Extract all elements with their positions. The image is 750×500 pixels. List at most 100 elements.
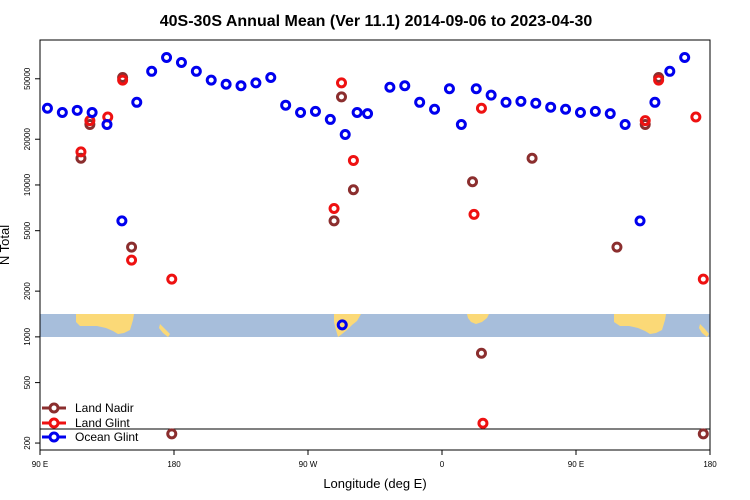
point-land-nadir — [84, 119, 96, 131]
point-ocean-glint — [634, 215, 646, 227]
point-land-nadir — [526, 152, 538, 164]
y-tick-label: 5000 — [23, 221, 32, 239]
point-ocean-glint — [146, 65, 158, 77]
point-ocean-glint — [280, 99, 292, 111]
point-ocean-glint — [399, 80, 411, 92]
y-tick-label: 200 — [23, 436, 32, 450]
x-tick-label: 180 — [703, 460, 717, 469]
land-new-zealand-repeat — [699, 324, 709, 337]
point-ocean-glint — [161, 52, 173, 64]
y-tick-label: 1000 — [23, 327, 32, 345]
legend-item-ocean-glint: Ocean Glint — [42, 430, 139, 444]
point-ocean-glint — [530, 97, 542, 109]
point-land-glint — [328, 202, 340, 214]
map-strip — [40, 314, 710, 337]
point-land-nadir — [126, 241, 138, 253]
land-australia — [76, 314, 134, 334]
point-ocean-glint — [175, 56, 187, 68]
chart-title: 40S-30S Annual Mean (Ver 11.1) 2014-09-0… — [160, 13, 593, 30]
point-ocean-glint — [339, 128, 351, 140]
point-ocean-glint — [86, 106, 98, 118]
point-land-glint — [477, 417, 489, 429]
point-land-nadir — [166, 428, 178, 440]
land-australia-repeat — [614, 314, 666, 334]
point-ocean-glint — [362, 108, 374, 120]
y-tick-label: 20000 — [23, 128, 32, 151]
point-land-glint — [475, 102, 487, 114]
point-ocean-glint — [131, 96, 143, 108]
point-ocean-glint — [336, 319, 348, 331]
y-tick-label: 50000 — [23, 67, 32, 90]
legend-item-land-glint: Land Glint — [42, 416, 130, 430]
legend-marker-ocean-glint — [48, 431, 60, 443]
point-ocean-glint — [649, 96, 661, 108]
point-ocean-glint — [205, 74, 217, 86]
point-ocean-glint — [295, 106, 307, 118]
y-tick-label: 2000 — [23, 282, 32, 300]
plot-frame — [39, 39, 711, 451]
point-ocean-glint — [574, 106, 586, 118]
x-tick-label: 90 E — [32, 460, 48, 469]
point-land-glint — [653, 74, 665, 86]
point-land-nadir — [611, 241, 623, 253]
point-land-nadir — [75, 152, 87, 164]
point-ocean-glint — [56, 106, 68, 118]
legend-marker-land-nadir — [48, 402, 60, 414]
y-tick-label: 500 — [23, 375, 32, 389]
y-axis: 200 500 1000 2000 5000 10000 20000 50000 — [23, 67, 40, 450]
point-land-nadir — [639, 119, 651, 131]
point-land-glint — [126, 254, 138, 266]
point-land-nadir — [347, 184, 359, 196]
point-ocean-glint — [250, 77, 262, 89]
point-ocean-glint — [545, 101, 557, 113]
point-ocean-glint — [116, 215, 128, 227]
point-ocean-glint — [470, 83, 482, 95]
point-land-glint — [639, 115, 651, 127]
point-ocean-glint — [560, 103, 572, 115]
point-ocean-glint — [101, 119, 113, 131]
point-land-nadir — [328, 215, 340, 227]
x-tick-label: 0 — [440, 460, 445, 469]
point-land-nadir — [336, 91, 347, 103]
legend-label-land-glint: Land Glint — [75, 416, 130, 430]
point-ocean-glint — [235, 80, 247, 92]
data-points — [41, 52, 709, 440]
x-tick-label: 90 W — [299, 460, 318, 469]
x-axis-label: Longitude (deg E) — [323, 476, 426, 491]
point-ocean-glint — [220, 78, 232, 90]
x-tick-label: 90 E — [568, 460, 584, 469]
point-ocean-glint — [309, 105, 321, 117]
point-land-nadir — [697, 428, 709, 440]
point-ocean-glint — [485, 89, 497, 101]
point-ocean-glint — [679, 52, 691, 64]
point-ocean-glint — [604, 108, 616, 120]
point-ocean-glint — [589, 105, 601, 117]
point-land-glint — [690, 111, 702, 123]
legend-label-land-nadir: Land Nadir — [75, 401, 134, 415]
legend-label-ocean-glint: Ocean Glint — [75, 430, 139, 444]
y-axis-label: N Total — [0, 225, 12, 265]
point-land-glint — [697, 273, 709, 285]
point-land-glint — [468, 208, 480, 220]
land-south-africa — [467, 314, 489, 324]
point-land-glint — [166, 273, 178, 285]
x-tick-label: 180 — [167, 460, 181, 469]
point-ocean-glint — [443, 83, 455, 95]
point-land-glint — [117, 74, 129, 86]
ocean-background — [40, 314, 710, 337]
point-ocean-glint — [324, 113, 336, 125]
point-ocean-glint — [71, 104, 83, 116]
land-new-zealand — [159, 324, 170, 337]
point-ocean-glint — [455, 119, 467, 131]
point-ocean-glint — [265, 71, 277, 83]
legend-item-land-nadir: Land Nadir — [42, 401, 134, 415]
y-tick-label: 10000 — [23, 173, 32, 196]
point-ocean-glint — [351, 106, 363, 118]
point-land-nadir — [475, 347, 487, 359]
point-ocean-glint — [664, 65, 676, 77]
point-ocean-glint — [190, 65, 202, 77]
legend-marker-land-glint — [48, 417, 60, 429]
point-ocean-glint — [515, 95, 527, 107]
point-land-glint — [347, 154, 359, 166]
legend: Land Nadir Land Glint Ocean Glint — [42, 401, 139, 444]
